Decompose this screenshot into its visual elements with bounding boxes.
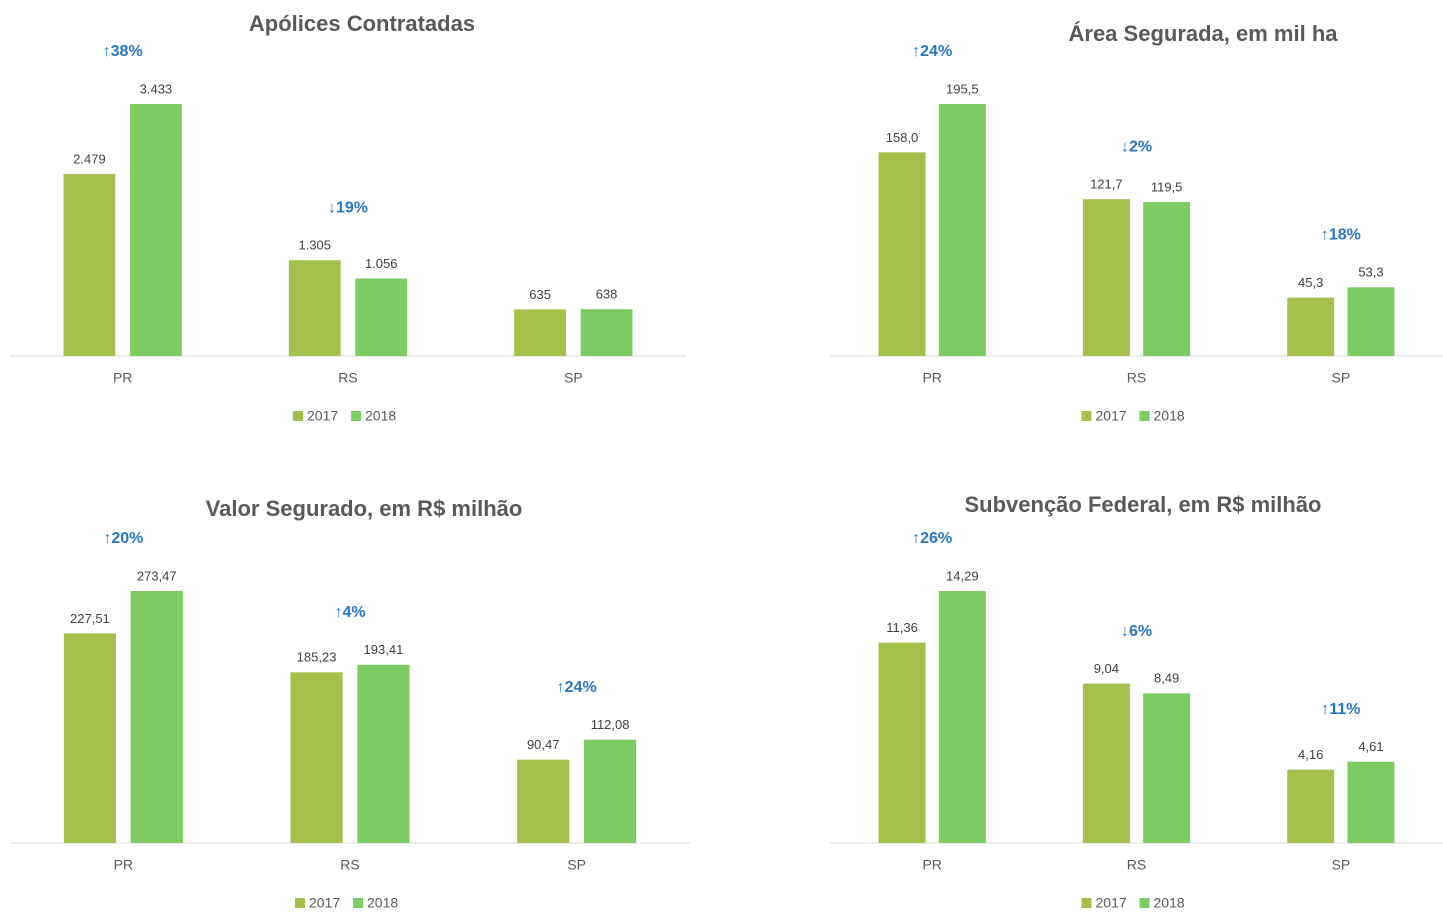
legend-swatch [1139, 898, 1150, 908]
chart-title: Área Segurada, em mil ha [1069, 21, 1339, 46]
legend-swatch [1081, 411, 1092, 421]
legend-swatch [295, 898, 305, 908]
chart-title: Apólices Contratadas [249, 11, 475, 36]
legend-swatch [1081, 898, 1092, 908]
bar [1287, 769, 1335, 843]
bar [1287, 297, 1335, 356]
bar [878, 152, 926, 356]
x-tick-label: SP [1331, 857, 1350, 873]
data-label: 195,5 [946, 81, 979, 96]
bar [1143, 693, 1191, 843]
x-tick-label: PR [114, 857, 133, 873]
bar [938, 591, 986, 843]
x-tick-label: PR [922, 857, 941, 873]
annotation: ↑26% [912, 530, 952, 547]
bar [63, 174, 116, 356]
annotation: ↑11% [1321, 701, 1360, 718]
bar [938, 104, 986, 356]
legend-swatch [293, 411, 303, 421]
data-label: 2.479 [73, 151, 106, 166]
data-label: 4,61 [1358, 739, 1383, 754]
x-tick-label: SP [564, 370, 583, 386]
bar [878, 642, 926, 843]
data-label: 14,29 [946, 568, 979, 583]
bar [584, 739, 637, 843]
bar [1143, 201, 1191, 356]
data-label: 638 [596, 287, 618, 302]
data-label: 4,16 [1298, 747, 1323, 762]
x-tick-label: SP [1331, 370, 1350, 386]
data-label: 273,47 [137, 568, 177, 583]
x-tick-label: RS [1127, 857, 1146, 873]
x-tick-label: RS [1127, 370, 1146, 386]
data-label: 119,5 [1151, 179, 1183, 194]
bar [580, 309, 633, 356]
annotation: ↑24% [557, 679, 597, 696]
data-label: 193,41 [364, 642, 404, 657]
bar [355, 278, 408, 356]
bar [517, 759, 570, 843]
data-label: 158,0 [886, 130, 919, 145]
data-label: 3.433 [140, 81, 173, 96]
legend-swatch [353, 898, 363, 908]
data-label: 9,04 [1094, 661, 1119, 676]
bar [357, 664, 410, 843]
legend-label: 2017 [309, 895, 340, 911]
x-tick-label: PR [922, 370, 941, 386]
legend-label: 2017 [307, 408, 338, 424]
data-label: 8,49 [1154, 671, 1179, 686]
legend-label: 2017 [1096, 895, 1127, 911]
data-label: 112,08 [591, 717, 630, 732]
data-label: 53,3 [1358, 265, 1383, 280]
bar [1082, 683, 1130, 843]
bar [129, 104, 182, 356]
legend-label: 2018 [1154, 895, 1185, 911]
legend-label: 2018 [365, 408, 396, 424]
bar [130, 591, 183, 843]
legend-swatch [351, 411, 361, 421]
annotation: ↑24% [912, 43, 952, 60]
data-label: 121,7 [1090, 177, 1123, 192]
chart-title: Subvenção Federal, em R$ milhão [964, 492, 1321, 517]
x-tick-label: PR [113, 370, 132, 386]
bar [1347, 287, 1395, 356]
bar [514, 309, 567, 356]
legend-label: 2018 [1154, 408, 1185, 424]
legend-label: 2018 [367, 895, 398, 911]
data-label: 45,3 [1298, 275, 1323, 290]
chart-title: Valor Segurado, em R$ milhão [206, 496, 523, 521]
annotation: ↓6% [1121, 623, 1152, 640]
data-label: 1.056 [365, 256, 398, 271]
annotation: ↑4% [334, 604, 365, 621]
annotation: ↓19% [328, 199, 368, 216]
data-label: 635 [529, 287, 551, 302]
data-label: 227,51 [70, 611, 110, 626]
legend-label: 2017 [1096, 408, 1127, 424]
data-label: 185,23 [297, 650, 337, 665]
data-label: 11,36 [886, 620, 918, 635]
bar [288, 260, 341, 356]
x-tick-label: RS [340, 857, 359, 873]
bar [290, 672, 343, 843]
annotation: ↑18% [1321, 227, 1361, 244]
legend-swatch [1139, 411, 1150, 421]
x-tick-label: RS [338, 370, 357, 386]
bar [1347, 761, 1395, 843]
x-tick-label: SP [567, 857, 586, 873]
annotation: ↑38% [103, 43, 143, 60]
bar [1082, 199, 1130, 356]
data-label: 1.305 [298, 238, 331, 253]
annotation: ↓2% [1121, 138, 1152, 155]
data-label: 90,47 [527, 737, 560, 752]
bar [63, 633, 116, 843]
annotation: ↑20% [103, 530, 143, 547]
